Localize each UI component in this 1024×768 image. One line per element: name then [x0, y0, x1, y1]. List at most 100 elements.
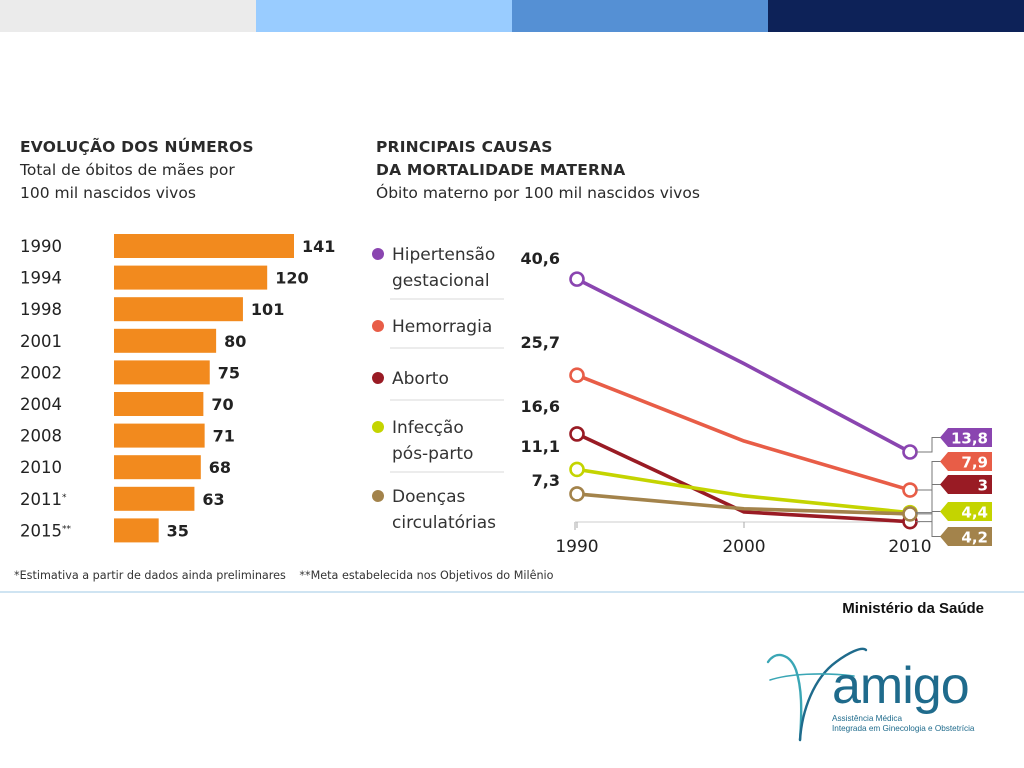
x-tick-label: 2000	[722, 537, 765, 557]
end-value-tag	[940, 475, 992, 494]
series-start-value-label: 7,3	[532, 471, 560, 490]
series-start-value-label: 16,6	[521, 397, 560, 416]
end-value-tag	[940, 428, 992, 447]
bar	[114, 518, 159, 543]
right-panel-title-line1: PRINCIPAIS CAUSAS	[376, 138, 553, 156]
bar-value-label: 141	[302, 237, 335, 256]
legend-label: gestacional	[392, 271, 490, 291]
legend-label: pós-parto	[392, 444, 473, 464]
end-value-tag	[940, 527, 992, 546]
legend-label: Doenças	[392, 487, 465, 507]
bar-category-footnote-mark: **	[62, 524, 72, 534]
series-start-value-label: 40,6	[521, 249, 560, 268]
bar-chart-evolution: 1990 141 1994 120 1998 101 2001 80 2002 75 2004 70 2…	[20, 234, 335, 543]
data-point-start	[569, 426, 585, 442]
end-value-label: 3	[978, 477, 988, 495]
bar	[114, 297, 243, 322]
top-bar-segment-gray	[0, 0, 256, 32]
bar	[114, 328, 217, 353]
bar-category-label: 1998	[20, 300, 62, 319]
bar-value-label: 70	[211, 395, 233, 414]
series-line	[576, 492, 911, 516]
left-panel-subtitle-line2: 100 mil nascidos vivos	[20, 184, 196, 202]
x-tick-label: 1990	[555, 537, 598, 557]
logo-tagline-line2: Integrada em Ginecologia e Obstetrícia	[832, 724, 975, 733]
bar-category-label: 2015**	[20, 521, 72, 540]
footnote-preliminary: *Estimativa a partir de dados ainda prel…	[14, 569, 286, 582]
bar-value-label: 80	[224, 332, 246, 351]
bar	[114, 265, 268, 290]
data-point-start	[569, 461, 585, 478]
bar-value-label: 75	[218, 363, 240, 382]
logo-wordmark: amigo	[832, 657, 970, 715]
legend-marker-icon	[372, 320, 384, 332]
bar-category-label: 2004	[20, 395, 62, 414]
bar-category-label: 2001	[20, 332, 62, 351]
series-line	[576, 432, 911, 524]
left-panel-subtitle-line1: Total de óbitos de mães por	[20, 161, 235, 179]
bar-value-label: 35	[167, 521, 189, 540]
legend-marker-icon	[372, 372, 384, 384]
data-point-start	[569, 271, 585, 287]
amigo-logo: amigo Assistência Médica Integrada em Gi…	[762, 640, 1002, 750]
legend-marker-icon	[372, 490, 384, 502]
footnote-millennium-goal: **Meta estabelecida nos Objetivos do Mil…	[299, 569, 554, 582]
divider-line	[0, 591, 1024, 593]
top-color-bar	[0, 0, 1024, 32]
legend-label: Aborto	[392, 369, 449, 389]
legend-label: Hemorragia	[392, 317, 492, 337]
end-value-label: 4,4	[961, 504, 988, 522]
data-point-end	[902, 506, 918, 522]
end-value-tag	[940, 502, 992, 521]
bar	[114, 423, 205, 448]
series-line	[576, 373, 911, 492]
bar-category-footnote-mark: *	[62, 493, 67, 503]
logo-tagline: Assistência Médica Integrada em Ginecolo…	[832, 714, 974, 734]
bar-value-label: 101	[251, 300, 284, 319]
series-start-value-label: 11,1	[521, 437, 560, 456]
top-bar-segment-navy	[768, 0, 1024, 32]
legend-marker-icon	[372, 248, 384, 260]
bar-category-label: 2002	[20, 363, 62, 382]
legend-label: Infecção	[392, 418, 464, 438]
bar-value-label: 71	[213, 427, 235, 446]
logo-tagline-line1: Assistência Médica	[832, 714, 903, 723]
bar-category-label: 2008	[20, 427, 62, 446]
bar	[114, 392, 204, 416]
data-point-end	[902, 482, 918, 498]
series-line	[576, 467, 911, 515]
bar	[114, 486, 195, 511]
right-panel-subtitle: Óbito materno por 100 mil nascidos vivos	[376, 184, 700, 202]
data-point-start	[569, 367, 585, 384]
bar-value-label: 68	[209, 458, 231, 477]
bar-category-label: 1994	[20, 269, 62, 288]
x-tick-label: 2010	[888, 537, 931, 557]
end-value-label: 7,9	[961, 454, 988, 472]
bar	[114, 234, 294, 258]
line-chart-causes: Hipertensão gestacional Hemorragia Aborto In…	[372, 245, 992, 557]
footnotes: *Estimativa a partir de dados ainda prel…	[14, 569, 554, 582]
end-value-tag	[940, 452, 992, 471]
bar-value-label: 120	[275, 269, 308, 288]
bar-category-label: 1990	[20, 237, 62, 256]
legend-label: Hipertensão	[392, 245, 495, 265]
end-value-label: 4,2	[961, 529, 988, 547]
source-credit: Ministério da Saúde	[842, 600, 984, 617]
bar-category-label: 2011*	[20, 490, 67, 509]
top-bar-segment-blue	[512, 0, 768, 32]
data-point-start	[569, 486, 585, 502]
bar	[114, 455, 201, 480]
logo-swoosh-icon	[766, 647, 868, 742]
bar-value-label: 63	[202, 490, 224, 509]
left-panel-title: EVOLUÇÃO DOS NÚMEROS	[20, 138, 254, 156]
legend-label: circulatórias	[392, 513, 496, 533]
bar	[114, 360, 210, 385]
series-line	[576, 277, 911, 454]
data-point-end	[902, 444, 918, 460]
end-value-label: 13,8	[951, 430, 988, 448]
right-panel-title-line2: DA MORTALIDADE MATERNA	[376, 161, 626, 179]
series-start-value-label: 25,7	[521, 333, 560, 352]
legend-marker-icon	[372, 421, 384, 433]
bar-category-label: 2010	[20, 458, 62, 477]
top-bar-segment-lightblue	[256, 0, 512, 32]
